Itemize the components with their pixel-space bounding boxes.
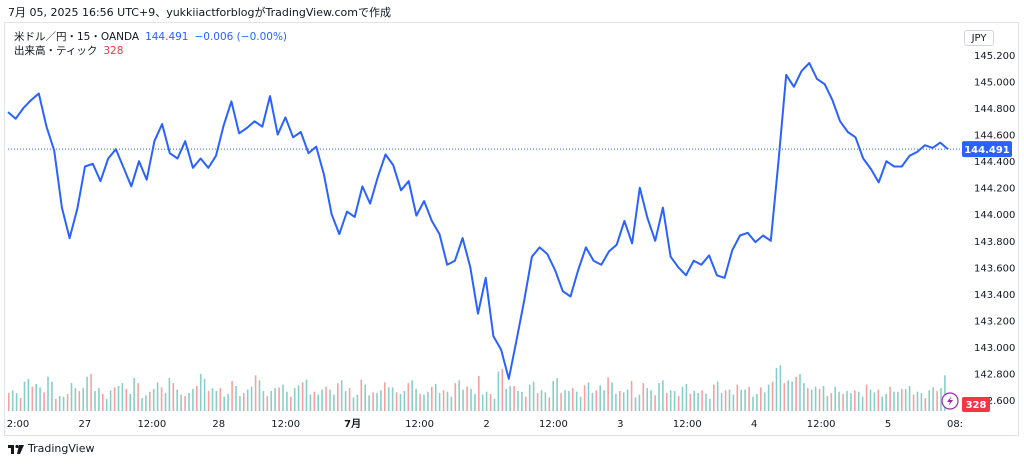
tradingview-logo-icon — [8, 444, 24, 454]
volume-value: 328 — [103, 45, 124, 57]
last-price: 144.491 — [145, 31, 189, 43]
footer: TradingView — [8, 442, 94, 455]
volume-row[interactable]: 出来高・ティック 328 — [14, 44, 287, 58]
chart-legend: 米ドル／円・15・OANDA 144.491 −0.006 (−0.00%) 出来高… — [14, 30, 287, 58]
symbol-name[interactable]: 米ドル／円・15・OANDA — [14, 31, 140, 43]
chart-caption: 7月 05, 2025 16:56 UTC+9、yukkiiactforblog… — [8, 6, 391, 19]
volume-label[interactable]: 出来高・ティック — [14, 45, 98, 57]
footer-brand: TradingView — [28, 442, 95, 455]
symbol-row[interactable]: 米ドル／円・15・OANDA 144.491 −0.006 (−0.00%) — [14, 30, 287, 44]
currency-label[interactable]: JPY — [964, 30, 994, 46]
price-change: −0.006 (−0.00%) — [194, 31, 288, 43]
chart-frame[interactable] — [4, 22, 1019, 436]
